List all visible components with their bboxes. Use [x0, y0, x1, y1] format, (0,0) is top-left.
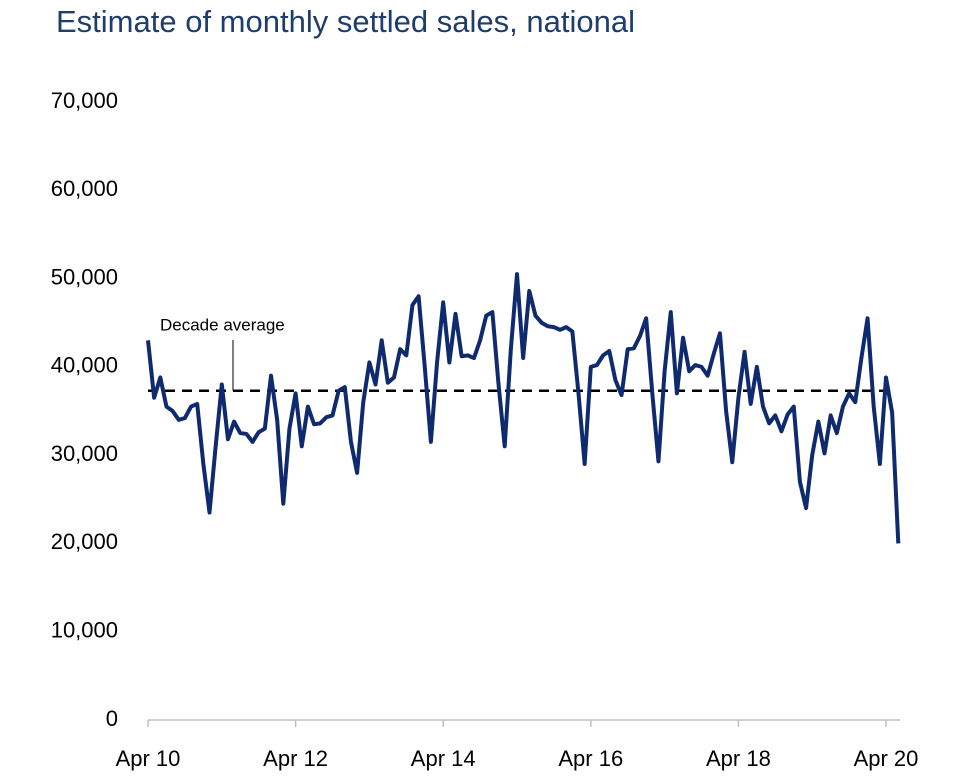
y-tick-label: 0	[106, 706, 118, 731]
y-tick-label: 10,000	[51, 618, 118, 643]
x-tick-label: Apr 16	[558, 746, 623, 771]
x-tick-label: Apr 20	[854, 746, 919, 771]
x-tick-label: Apr 12	[263, 746, 328, 771]
y-tick-label: 70,000	[51, 88, 118, 113]
y-tick-label: 30,000	[51, 441, 118, 466]
series-line	[146, 272, 901, 544]
y-tick-label: 40,000	[51, 353, 118, 378]
x-tick-label: Apr 14	[411, 746, 476, 771]
x-tick-label: Apr 18	[706, 746, 771, 771]
annotation: Decade average	[160, 315, 285, 334]
x-tick-label: Apr 10	[116, 746, 181, 771]
chart-title: Estimate of monthly settled sales, natio…	[56, 4, 635, 39]
y-tick-label: 20,000	[51, 529, 118, 554]
y-tick-label: 60,000	[51, 176, 118, 201]
y-tick-label: 50,000	[51, 264, 118, 289]
